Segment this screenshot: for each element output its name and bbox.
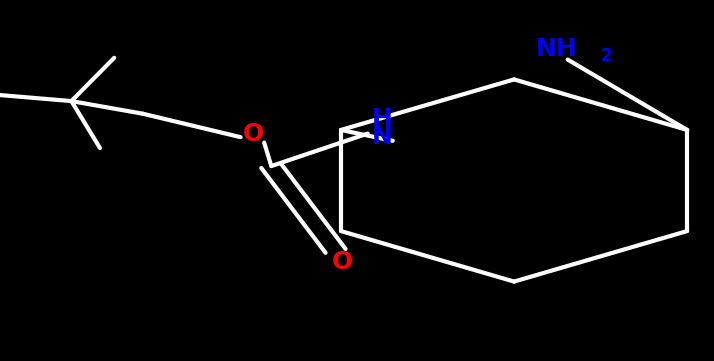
Text: N: N xyxy=(371,125,393,149)
Text: 2: 2 xyxy=(601,47,613,65)
Text: O: O xyxy=(332,250,353,274)
Text: O: O xyxy=(243,122,264,145)
Text: NH: NH xyxy=(536,37,578,61)
Text: H: H xyxy=(371,107,393,131)
